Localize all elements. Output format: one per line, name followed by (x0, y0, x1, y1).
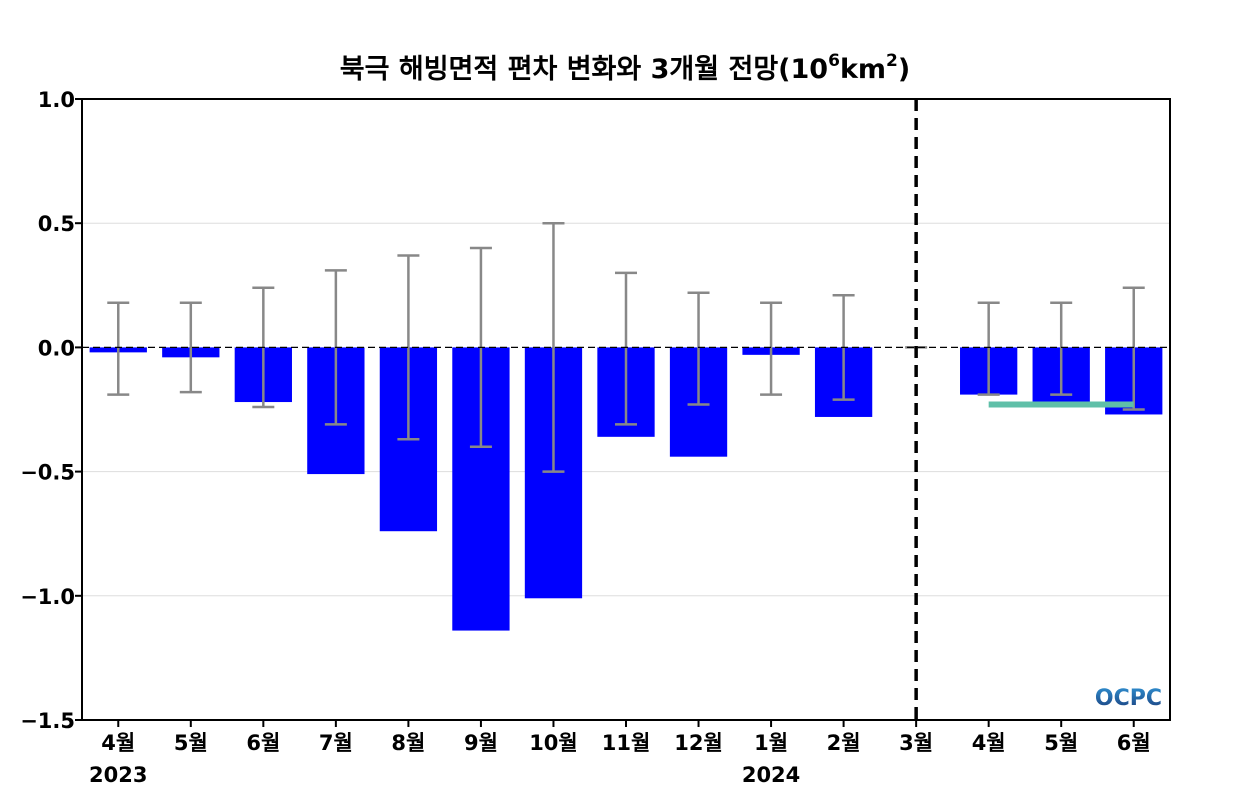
x-tick-label: 12월 (674, 731, 723, 755)
y-tick-label: 1.0 (38, 88, 75, 112)
year-label: 2024 (742, 763, 800, 787)
y-tick-label: −1.0 (20, 585, 75, 609)
x-tick-label: 7월 (319, 731, 353, 755)
ocpc-logo: OCPC (1095, 686, 1162, 711)
x-tick-label: 5월 (1044, 731, 1078, 755)
grid (82, 222, 1170, 597)
ocpc-logo-text: OCPC (1095, 686, 1162, 711)
x-tick-label: 2월 (827, 731, 861, 755)
chart-title-prefix: 북극 해빙면적 편차 변화와 3개월 전망(10 (340, 54, 828, 85)
y-tick-label: 0.5 (38, 212, 75, 236)
axes (75, 98, 1171, 727)
year-label: 2023 (89, 763, 147, 787)
x-tick-label: 5월 (174, 731, 208, 755)
chart-title-sup2: 2 (886, 51, 898, 71)
tick-labels: 1.0 0.5 0.0 −0.5 −1.0 −1.5 4월 5월 6월 7월 8월 9월 10월 11월 1… (20, 88, 1150, 787)
chart-title-sup1: 6 (828, 51, 840, 71)
x-tick-label: 10월 (529, 731, 578, 755)
x-tick-label: 9월 (464, 731, 498, 755)
x-tick-label: 1월 (754, 731, 788, 755)
x-tick-label: 3월 (899, 731, 933, 755)
chart-title: 북극 해빙면적 편차 변화와 3개월 전망(106km2) (340, 51, 910, 85)
y-tick-label: −1.5 (20, 709, 75, 733)
x-tick-label: 4월 (101, 731, 135, 755)
x-tick-label: 4월 (972, 731, 1006, 755)
x-tick-label: 8월 (391, 731, 425, 755)
y-tick-label: 0.0 (38, 336, 75, 360)
error-bars (107, 221, 1145, 473)
y-tick-label: −0.5 (20, 461, 75, 485)
chart-title-suffix: ) (898, 54, 910, 85)
x-tick-label: 11월 (602, 731, 651, 755)
chart-title-mid: km (840, 54, 886, 85)
x-tick-label: 6월 (246, 731, 280, 755)
annotations (914, 99, 1134, 720)
x-tick-label: 6월 (1117, 731, 1151, 755)
